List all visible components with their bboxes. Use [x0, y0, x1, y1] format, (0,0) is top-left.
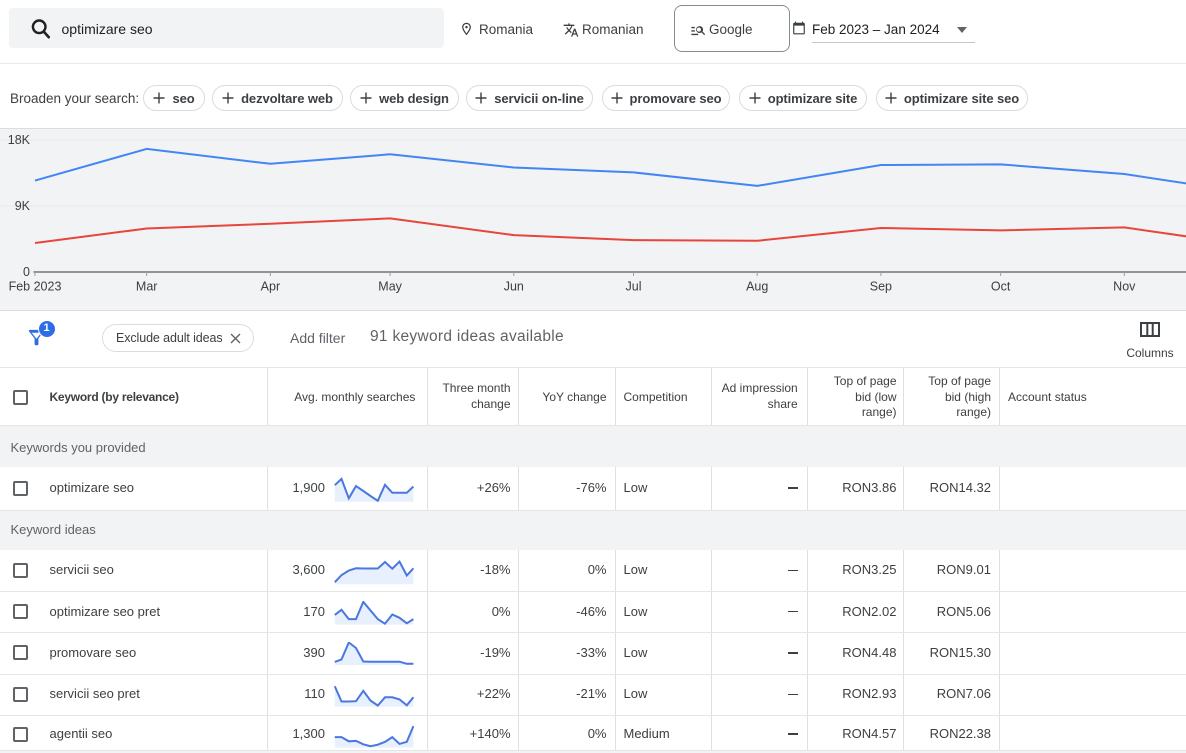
- svg-text:Sep: Sep: [870, 280, 892, 294]
- svg-text:Jul: Jul: [626, 280, 642, 294]
- svg-text:0: 0: [23, 265, 30, 279]
- svg-text:Oct: Oct: [991, 280, 1011, 294]
- svg-text:Nov: Nov: [1113, 280, 1136, 294]
- svg-text:Feb 2023: Feb 2023: [9, 280, 62, 294]
- svg-text:Apr: Apr: [261, 280, 280, 294]
- svg-text:18K: 18K: [8, 133, 31, 147]
- svg-text:Mar: Mar: [136, 280, 158, 294]
- svg-text:9K: 9K: [15, 199, 31, 213]
- svg-text:Jun: Jun: [504, 280, 524, 294]
- svg-text:Aug: Aug: [746, 280, 768, 294]
- svg-text:May: May: [378, 280, 402, 294]
